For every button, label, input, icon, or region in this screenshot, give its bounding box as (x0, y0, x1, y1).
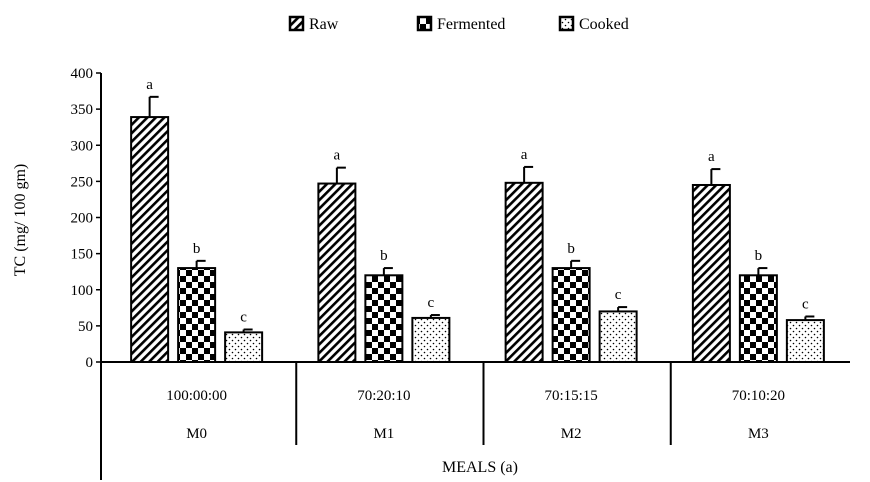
legend-swatch-cooked (558, 15, 575, 32)
legend-label-cooked: Cooked (579, 16, 629, 33)
significance-letter: c (428, 295, 435, 311)
y-tick-label: 200 (71, 211, 94, 227)
significance-letter: b (380, 248, 388, 264)
significance-letter: c (615, 287, 622, 303)
bar-fermented (364, 274, 404, 363)
significance-letter: a (146, 77, 153, 93)
y-tick-label: 150 (71, 247, 94, 263)
bar-raw (317, 182, 357, 363)
y-tick-label: 250 (71, 174, 94, 190)
x-tick-label-ratio: 100:00:00 (166, 388, 227, 404)
bar-cooked (785, 319, 825, 363)
y-tick-label: 50 (78, 319, 93, 335)
y-axis-label: TC (mg/ 100 gm) (12, 164, 29, 276)
significance-letter: a (708, 149, 715, 165)
x-tick-label-ratio: 70:15:15 (544, 388, 597, 404)
y-tick-label: 0 (86, 355, 94, 371)
bar-cooked (598, 310, 638, 363)
axes: 0 50 100 150 200 250 300 350 400 100:00:00 M0 70:20… (71, 66, 850, 480)
x-axis-label: MEALS (a) (442, 459, 518, 476)
y-tick-label: 100 (71, 283, 94, 299)
legend: Raw Fermented Cooked (288, 15, 629, 33)
bars: a b c a b c a b c a b c (130, 77, 825, 364)
bar-fermented (738, 274, 778, 363)
legend-swatch-fermented (416, 15, 433, 32)
legend-label-fermented: Fermented (437, 16, 505, 33)
significance-letter: a (334, 148, 341, 164)
y-tick-label: 300 (71, 138, 94, 154)
significance-letter: a (521, 147, 528, 163)
x-tick-label-meal: M0 (186, 426, 207, 442)
legend-swatch-raw (288, 15, 305, 32)
bar-fermented (551, 267, 591, 364)
x-tick-label-meal: M1 (373, 426, 394, 442)
x-tick-label-ratio: 70:20:10 (357, 388, 410, 404)
bar-fermented (177, 267, 217, 364)
x-tick-label-meal: M2 (561, 426, 582, 442)
bar-raw (130, 116, 170, 364)
legend-label-raw: Raw (309, 16, 339, 33)
y-tick-label: 400 (71, 66, 94, 82)
bar-cooked (411, 316, 451, 363)
significance-letter: b (193, 241, 201, 257)
x-tick-label-ratio: 70:10:20 (732, 388, 785, 404)
bar-raw (504, 181, 544, 363)
bar-raw (691, 183, 731, 363)
significance-letter: b (755, 248, 763, 264)
significance-letter: c (240, 309, 247, 325)
x-tick-label-meal: M3 (748, 426, 769, 442)
significance-letter: c (802, 296, 809, 312)
bar-cooked (224, 331, 264, 364)
significance-letter: b (567, 241, 575, 257)
y-tick-label: 350 (71, 102, 94, 118)
